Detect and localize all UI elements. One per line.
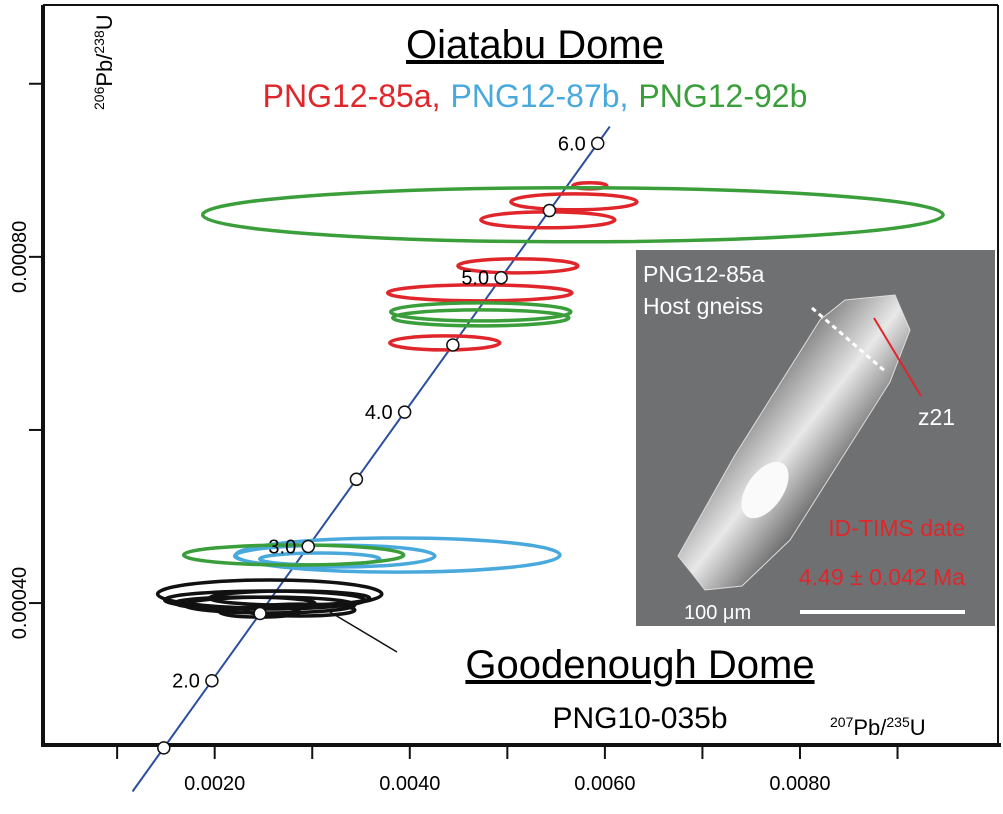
inset-method: ID-TIMS date	[828, 515, 965, 541]
legend-entry: PNG12-85a	[263, 78, 432, 114]
x-tick-label: 0.0080	[769, 773, 830, 795]
legend-separator: ,	[619, 78, 628, 114]
legend-separator: ,	[432, 78, 441, 114]
concordia-extension	[133, 748, 164, 792]
label-part: U	[92, 14, 117, 30]
y-tick-label: 0.00040	[9, 567, 31, 639]
chart-title: Oiatabu Dome	[406, 23, 664, 67]
label-part: U	[910, 715, 926, 740]
y-label: 206Pb/238U	[91, 14, 117, 110]
label-part: Pb/	[853, 715, 887, 740]
age-label: 6.0	[558, 133, 586, 155]
label-part: 207	[830, 714, 854, 730]
inset-rock: Host gneiss	[643, 293, 763, 319]
x-tick-label: 0.0040	[379, 773, 440, 795]
inset-sample: PNG12-85a	[643, 261, 765, 287]
legend: PNG12-85a,PNG12-87b,PNG12-92b	[263, 78, 808, 114]
age-label: 2.0	[172, 671, 200, 693]
error-ellipse	[511, 194, 637, 210]
age-marker	[158, 742, 170, 754]
age-marker	[302, 540, 314, 552]
age-marker	[350, 473, 362, 485]
age-marker	[495, 272, 507, 284]
inset-scale: 100 μm	[684, 602, 751, 624]
inset-date: 4.49 ± 0.042 Ma	[799, 564, 965, 590]
inset-grain: z21	[918, 404, 955, 430]
age-marker	[543, 205, 555, 217]
legend-entry: PNG12-87b	[451, 78, 620, 114]
label-part: 238	[91, 30, 107, 54]
age-marker	[399, 406, 411, 418]
legend-entry: PNG12-92b	[638, 78, 807, 114]
x-tick-label: 0.0060	[574, 773, 635, 795]
error-ellipse	[203, 188, 943, 242]
error-ellipse	[390, 336, 500, 350]
label-part: 206	[91, 86, 107, 110]
label-part: 235	[886, 714, 910, 730]
age-marker	[592, 137, 604, 149]
age-label: 5.0	[461, 268, 489, 290]
label-part: Pb/	[92, 53, 117, 87]
x-tick-label: 0.0020	[184, 773, 245, 795]
age-marker	[206, 675, 218, 687]
age-label: 3.0	[268, 536, 296, 558]
series-label: PNG10-035b	[552, 702, 727, 735]
group-label: Goodenough Dome	[465, 643, 814, 687]
age-label: 4.0	[365, 402, 393, 424]
leader-line	[330, 612, 397, 652]
x-label: 207Pb/235U	[830, 714, 926, 740]
age-marker	[447, 339, 459, 351]
chart: Oiatabu Dome Goodenough Dome PNG10-035b …	[0, 0, 1003, 814]
inset: PNG12-85a Host gneiss z21 ID-TIMS date 4…	[636, 250, 995, 626]
y-tick-label: 0.00080	[9, 221, 31, 293]
age-marker	[254, 608, 266, 620]
